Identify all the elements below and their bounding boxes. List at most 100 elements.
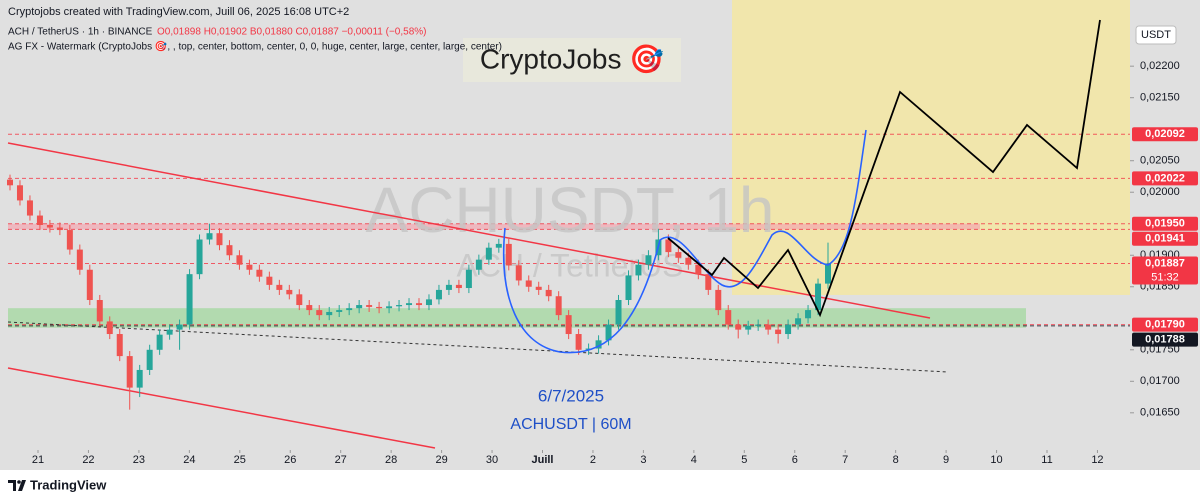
candle-body (545, 289, 552, 297)
y-tick-label: 0,02200 (1140, 60, 1180, 72)
price-label: 0,01941 (1145, 233, 1185, 245)
candle-body (535, 286, 542, 290)
candle-body (505, 243, 512, 266)
watermark: ACHUSDT, 1h (366, 174, 775, 246)
candle-body (16, 185, 23, 201)
candle-body (396, 305, 403, 307)
candle-body (106, 321, 113, 335)
price-label-box (1132, 216, 1198, 231)
trendline (7, 367, 436, 449)
y-tick-label: 0,02000 (1140, 186, 1180, 198)
x-tick-label: 28 (385, 454, 397, 466)
candle-body (386, 306, 393, 309)
price-label-box (1132, 171, 1198, 186)
candle-body (715, 289, 722, 311)
candle-body (336, 310, 343, 312)
candle-body (66, 230, 73, 250)
y-tick-label: 0,01750 (1140, 344, 1180, 356)
candle-body (166, 329, 173, 335)
x-tick-label: 3 (640, 454, 646, 466)
candle-body (555, 296, 562, 316)
x-tick-label: 2 (590, 454, 596, 466)
candle-body (216, 233, 223, 246)
brand-box (463, 38, 681, 82)
candle-body (735, 324, 742, 330)
x-tick-label: 24 (183, 454, 195, 466)
annotation-symbol: ACHUSDT | 60M (510, 416, 631, 433)
watermarks: ACHUSDT, 1h ACH / TetherUS CryptoJobs 🎯 (366, 38, 775, 283)
candle-body (705, 274, 712, 290)
price-label-box (1132, 332, 1198, 347)
candle-body (725, 310, 732, 325)
candle-body (765, 324, 772, 330)
x-tick-label: 21 (32, 454, 44, 466)
price-label-box (1132, 231, 1198, 246)
indicator-line: AG FX - Watermark (CryptoJobs 🎯, , top, … (8, 41, 502, 53)
projections (502, 19, 1101, 354)
x-tick-label: 27 (335, 454, 347, 466)
candle-body (635, 264, 642, 276)
candle-body (266, 276, 273, 285)
candle-body (775, 329, 782, 335)
x-tick-label: 8 (893, 454, 899, 466)
price-label: 0,02092 (1145, 128, 1185, 140)
candle-body (156, 334, 163, 350)
candle-body (286, 289, 293, 295)
candle-body (625, 275, 632, 300)
trendline (7, 321, 949, 373)
footer: TradingView (0, 470, 1200, 500)
candle-body (256, 269, 263, 277)
candle-body (306, 305, 313, 311)
annotation: 6/7/2025 ACHUSDT | 60M (510, 386, 631, 433)
candle-body (615, 300, 622, 325)
candle-body (36, 215, 43, 225)
candle-body (236, 255, 243, 265)
axes: USDT 0,022000,021500,020500,020000,01900… (32, 25, 1198, 466)
brand: CryptoJobs 🎯 (480, 43, 664, 74)
x-tick-label: 9 (943, 454, 949, 466)
x-tick-label: Juill (531, 454, 553, 466)
candle-body (645, 255, 652, 265)
candle-body (7, 179, 13, 186)
x-tick-label: 10 (990, 454, 1002, 466)
x-tick-label: 30 (486, 454, 498, 466)
footer-brand: TradingView (30, 477, 107, 492)
candle-body (455, 284, 462, 289)
watermark-sub: ACH / TetherUS (456, 247, 683, 283)
trendline (7, 142, 931, 319)
candle-body (56, 227, 63, 231)
candle-body (755, 324, 762, 326)
candle-body (276, 284, 283, 290)
candle-body (785, 324, 792, 335)
price-label: 0,01887 (1145, 257, 1185, 269)
x-tick-label: 29 (435, 454, 447, 466)
candle-body (465, 269, 472, 289)
x-tick-label: 11 (1041, 454, 1052, 466)
candle-body (316, 310, 323, 316)
candle-body (595, 340, 602, 349)
header-text: Cryptojobs created with TradingView.com,… (8, 6, 349, 18)
candle-body (416, 303, 422, 306)
price-label: 0,01790 (1145, 318, 1185, 330)
symbol-line: ACH / TetherUS · 1h · BINANCE (8, 27, 153, 38)
candle-body (146, 349, 153, 370)
x-tick-label: 23 (133, 454, 145, 466)
time-axis (0, 450, 1130, 470)
candle-body (126, 356, 133, 388)
candle-body (226, 245, 233, 256)
logo-dot (17, 480, 21, 484)
candle-body (675, 252, 682, 258)
candle-body (26, 200, 33, 216)
annotation-date: 6/7/2025 (538, 386, 604, 405)
candle-body (76, 249, 83, 270)
candle-body (136, 369, 143, 388)
candle-body (745, 325, 752, 330)
candle-body (425, 299, 432, 306)
price-label: 0,02022 (1145, 172, 1185, 184)
candle-body (815, 283, 822, 311)
candle-body (585, 348, 592, 350)
candle-body (515, 265, 522, 281)
projection-path (667, 19, 1101, 318)
